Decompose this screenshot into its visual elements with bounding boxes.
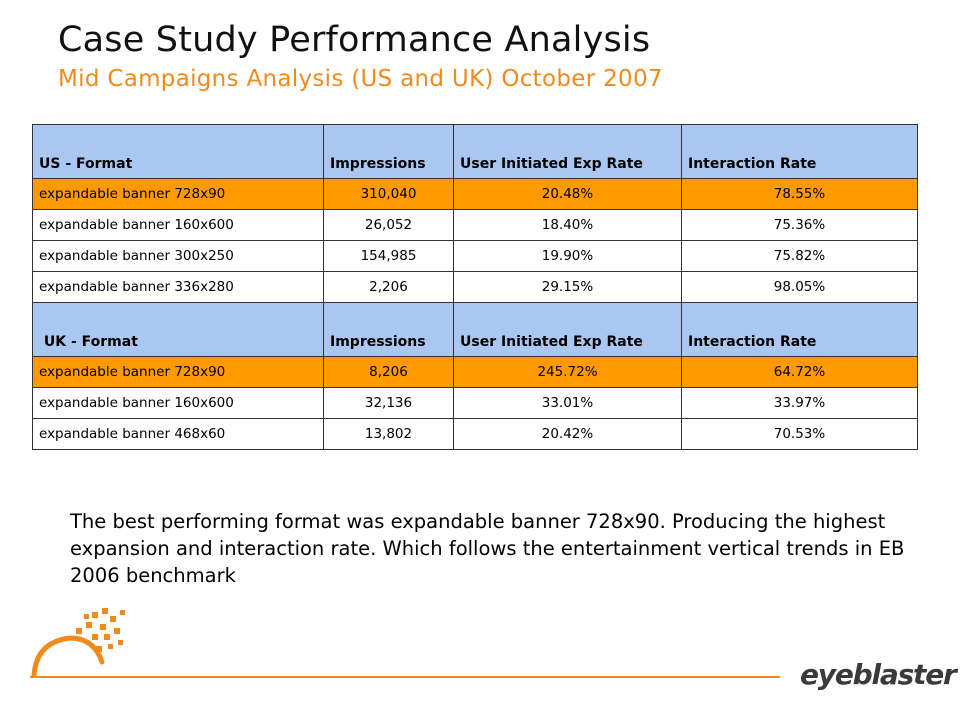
column-header: User Initiated Exp Rate xyxy=(453,302,682,357)
column-header: UK - Format xyxy=(32,302,324,357)
table-cell-format: expandable banner 728x90 xyxy=(32,356,324,388)
performance-table: US - Format Impressions User Initiated Exp… xyxy=(32,124,918,450)
table-cell-impressions: 8,206 xyxy=(323,356,454,388)
table-row: expandable banner 300x250 154,985 19.90% 75… xyxy=(32,240,918,272)
table-cell-impressions: 26,052 xyxy=(323,209,454,241)
table-cell-format: expandable banner 468x60 xyxy=(32,418,324,450)
column-header: User Initiated Exp Rate xyxy=(453,124,682,179)
table-row: expandable banner 160x600 26,052 18.40% 75.… xyxy=(32,209,918,241)
sparkle-icon xyxy=(959,676,960,684)
slide-title: Case Study Performance Analysis xyxy=(58,20,651,60)
table-cell-exp-rate: 18.40% xyxy=(453,209,682,241)
table-cell-interaction-rate: 64.72% xyxy=(681,356,918,388)
column-header: Impressions xyxy=(323,124,454,179)
table-cell-impressions: 13,802 xyxy=(323,418,454,450)
column-header: Impressions xyxy=(323,302,454,357)
table-row: expandable banner 728x90 8,206 245.72% 64.7… xyxy=(32,356,918,388)
table-cell-impressions: 154,985 xyxy=(323,240,454,272)
table-row: expandable banner 468x60 13,802 20.42% 70.5… xyxy=(32,418,918,450)
table-cell-format: expandable banner 336x280 xyxy=(32,271,324,303)
summary-text: The best performing format was expandabl… xyxy=(70,510,905,587)
table-row: expandable banner 160x600 32,136 33.01% 33.… xyxy=(32,387,918,419)
table-cell-exp-rate: 33.01% xyxy=(453,387,682,419)
table-cell-format: expandable banner 300x250 xyxy=(32,240,324,272)
table-row: expandable banner 728x90 310,040 20.48% 78.… xyxy=(32,178,918,210)
table-cell-impressions: 2,206 xyxy=(323,271,454,303)
table-cell-exp-rate: 20.42% xyxy=(453,418,682,450)
table-cell-exp-rate: 19.90% xyxy=(453,240,682,272)
table-cell-impressions: 32,136 xyxy=(323,387,454,419)
footer-divider xyxy=(30,676,780,678)
table-row: expandable banner 336x280 2,206 29.15% 98.0… xyxy=(32,271,918,303)
column-header: US - Format xyxy=(32,124,324,179)
brand-name: eyeblaster xyxy=(800,657,957,691)
brand-logo: eyeblaster xyxy=(800,654,960,694)
table-header-row: UK - Format Impressions User Initiated Exp… xyxy=(32,302,918,357)
table-cell-exp-rate: 245.72% xyxy=(453,356,682,388)
table-cell-interaction-rate: 75.82% xyxy=(681,240,918,272)
table-cell-interaction-rate: 33.97% xyxy=(681,387,918,419)
sunburst-icon xyxy=(31,608,125,678)
table-cell-interaction-rate: 98.05% xyxy=(681,271,918,303)
table-cell-interaction-rate: 70.53% xyxy=(681,418,918,450)
table-cell-exp-rate: 29.15% xyxy=(453,271,682,303)
column-header: Interaction Rate xyxy=(681,302,918,357)
table-header-row: US - Format Impressions User Initiated Exp… xyxy=(32,124,918,179)
table-cell-format: expandable banner 728x90 xyxy=(32,178,324,210)
table-cell-interaction-rate: 78.55% xyxy=(681,178,918,210)
table-cell-format: expandable banner 160x600 xyxy=(32,209,324,241)
slide-subtitle: Mid Campaigns Analysis (US and UK) Octob… xyxy=(58,66,663,92)
column-header: Interaction Rate xyxy=(681,124,918,179)
table-cell-format: expandable banner 160x600 xyxy=(32,387,324,419)
table-cell-impressions: 310,040 xyxy=(323,178,454,210)
table-cell-interaction-rate: 75.36% xyxy=(681,209,918,241)
table-cell-exp-rate: 20.48% xyxy=(453,178,682,210)
